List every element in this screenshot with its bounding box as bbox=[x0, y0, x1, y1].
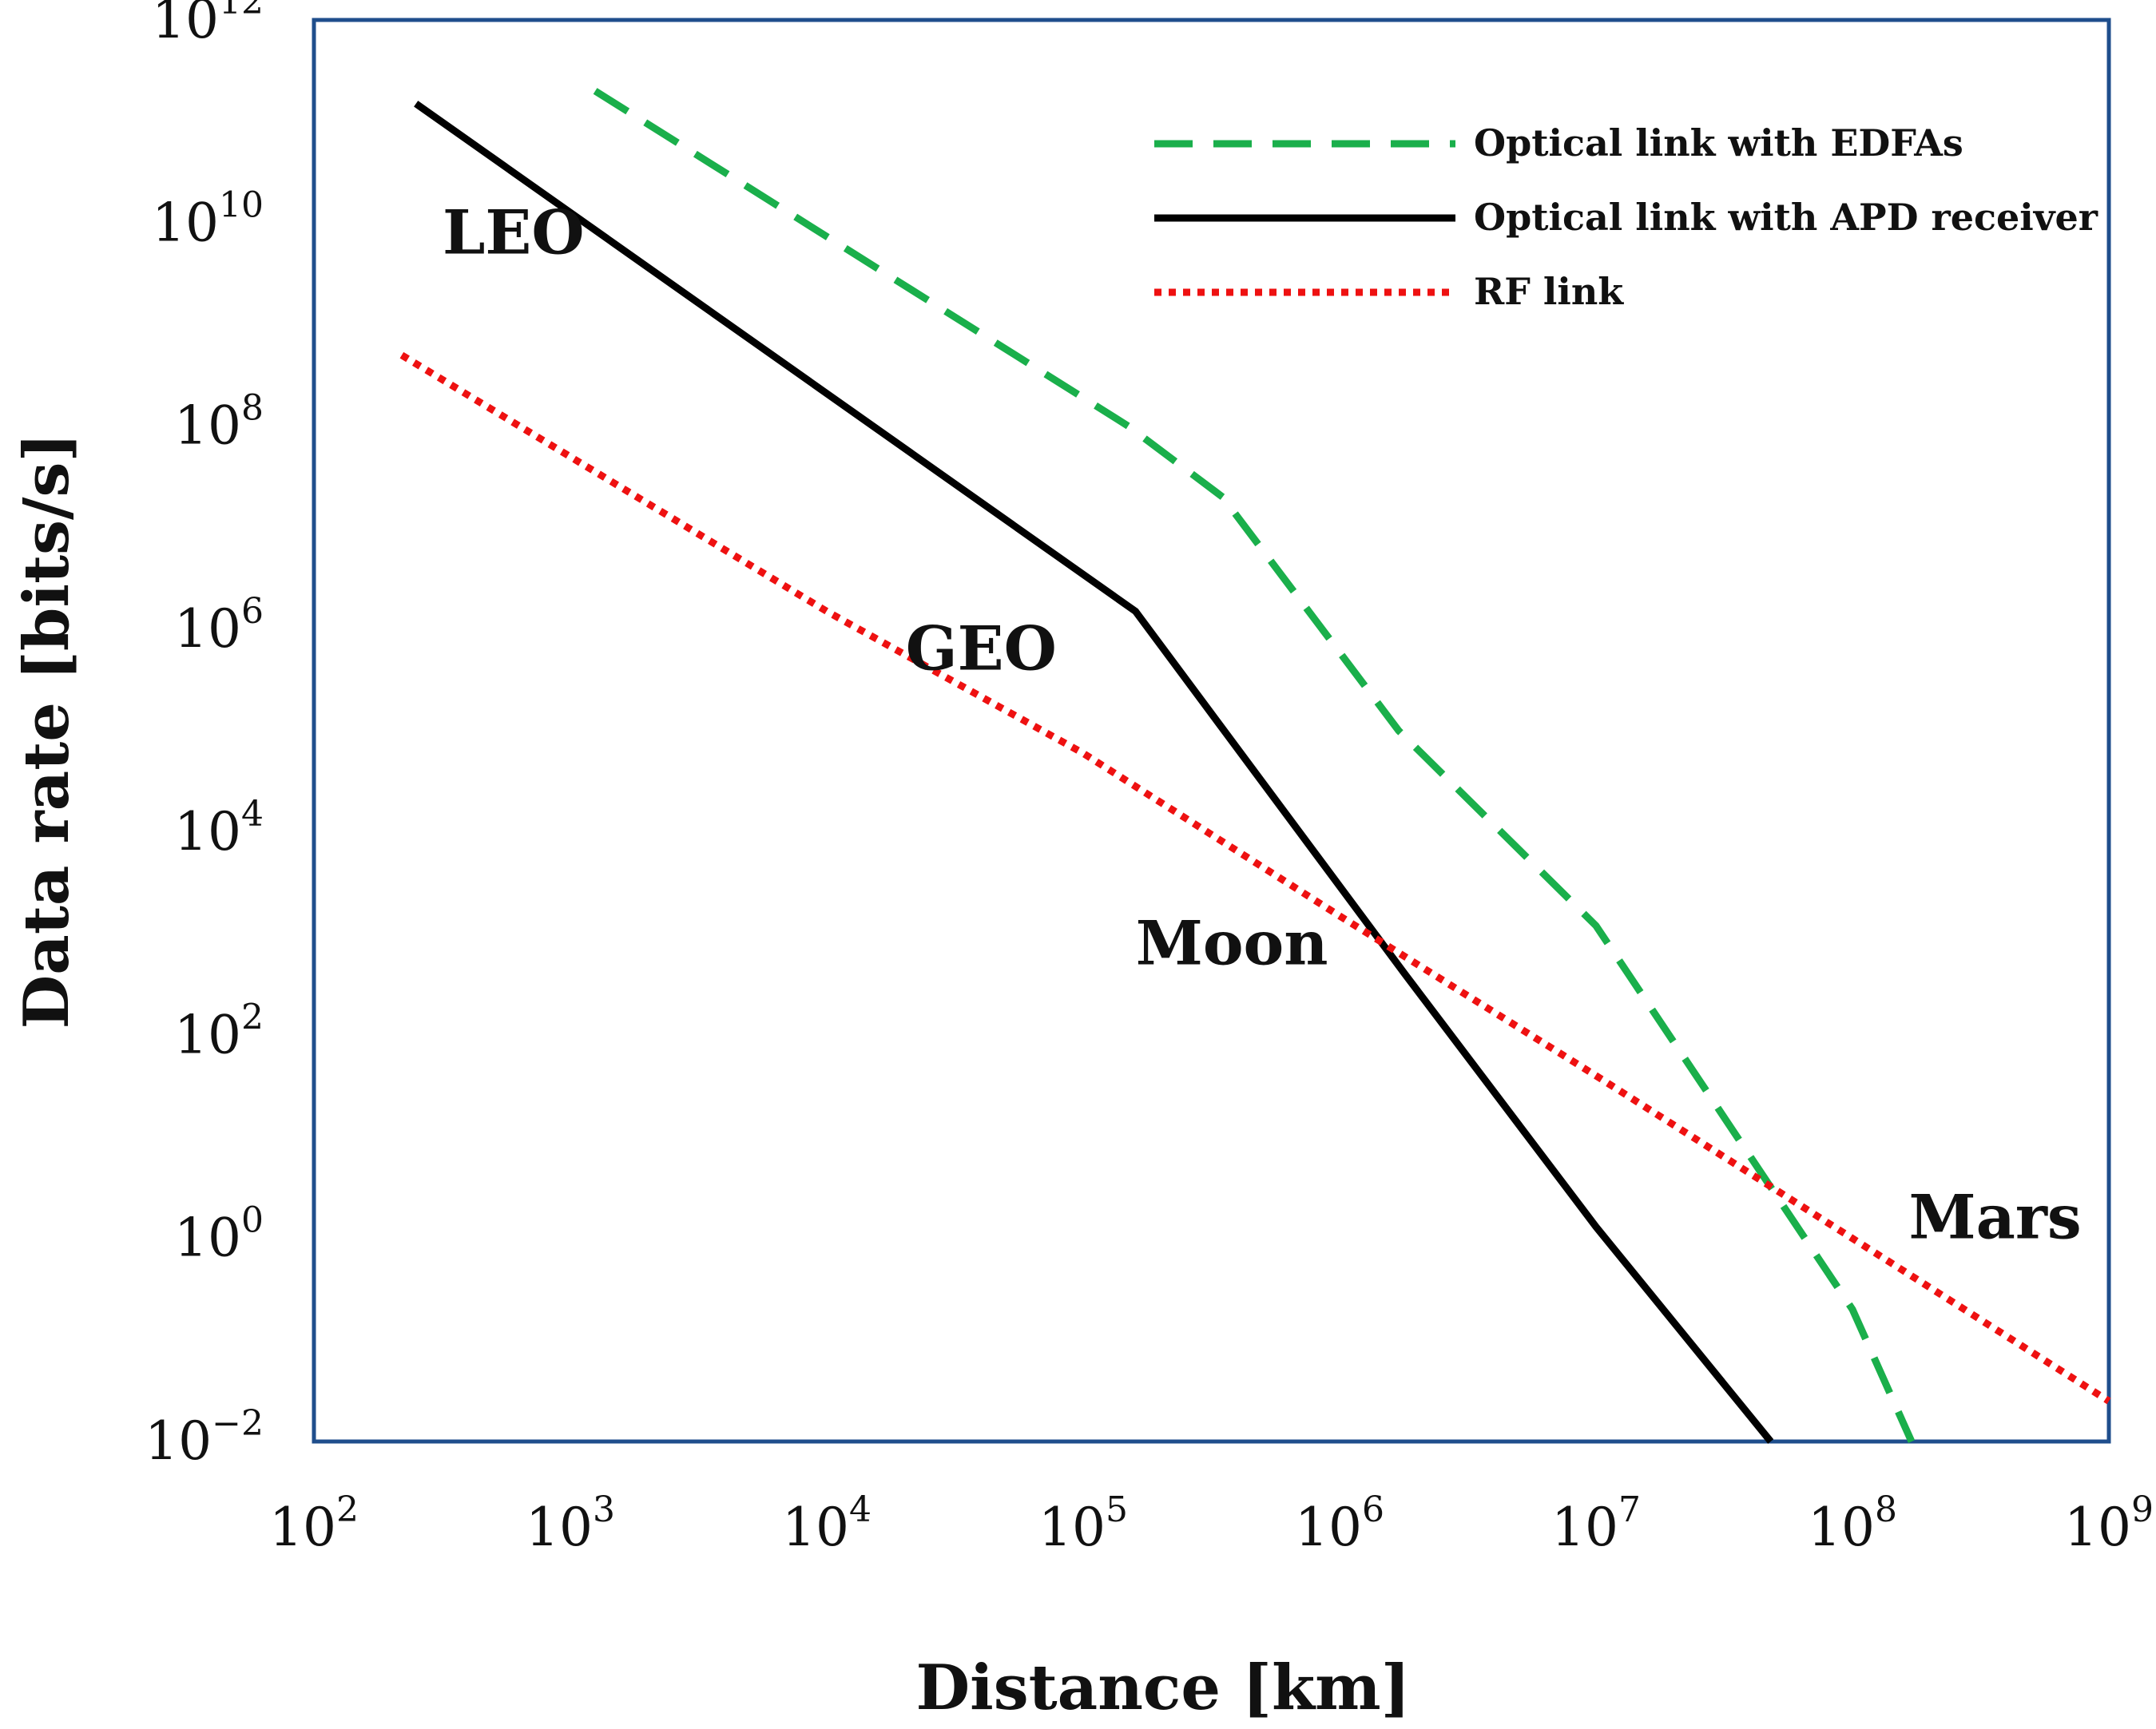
annotation-geo: GEO bbox=[906, 613, 1057, 684]
y-tick-label: 108 bbox=[174, 388, 264, 457]
annotation-layer: LEO GEO Moon Mars bbox=[443, 197, 2082, 1253]
series-line-1 bbox=[414, 101, 1774, 1444]
x-tick-label: 103 bbox=[526, 1489, 615, 1558]
annotation-leo: LEO bbox=[443, 197, 585, 268]
annotation-moon: Moon bbox=[1136, 908, 1328, 979]
y-tick-label: 1010 bbox=[152, 184, 264, 253]
series-line-0 bbox=[593, 88, 1916, 1443]
y-tick-label: 102 bbox=[174, 997, 264, 1065]
y-tick-label: 10−2 bbox=[145, 1403, 264, 1472]
x-tick-label: 106 bbox=[1295, 1489, 1384, 1558]
annotation-mars: Mars bbox=[1908, 1182, 2081, 1253]
y-axis-ticks: 10−2 100 102 104 106 108 1010 1012 bbox=[145, 0, 264, 1472]
x-axis-ticks: 102 103 104 105 106 107 108 109 bbox=[269, 1489, 2154, 1558]
legend-label-2: RF link bbox=[1474, 270, 1624, 313]
y-tick-label: 1012 bbox=[152, 0, 264, 50]
legend-label-1: Optical link with APD receiver bbox=[1474, 196, 2098, 239]
y-axis-label: Data rate [bits/s] bbox=[10, 433, 83, 1029]
x-tick-label: 102 bbox=[269, 1489, 359, 1558]
y-tick-label: 100 bbox=[174, 1200, 264, 1269]
x-tick-label: 105 bbox=[1038, 1489, 1128, 1558]
series-line-2 bbox=[399, 351, 2111, 1405]
series-layer bbox=[399, 88, 2111, 1444]
legend-label-0: Optical link with EDFAs bbox=[1474, 121, 1963, 165]
x-tick-label: 109 bbox=[2064, 1489, 2154, 1558]
legend: Optical link with EDFAs Optical link with… bbox=[1154, 121, 2098, 313]
x-axis-label: Distance [km] bbox=[915, 1652, 1410, 1724]
x-tick-label: 104 bbox=[782, 1489, 872, 1558]
plot-frame bbox=[312, 18, 2111, 1444]
y-tick-label: 106 bbox=[174, 591, 264, 660]
x-tick-label: 107 bbox=[1551, 1489, 1641, 1558]
x-tick-label: 108 bbox=[1808, 1489, 1897, 1558]
y-tick-label: 104 bbox=[174, 794, 264, 863]
